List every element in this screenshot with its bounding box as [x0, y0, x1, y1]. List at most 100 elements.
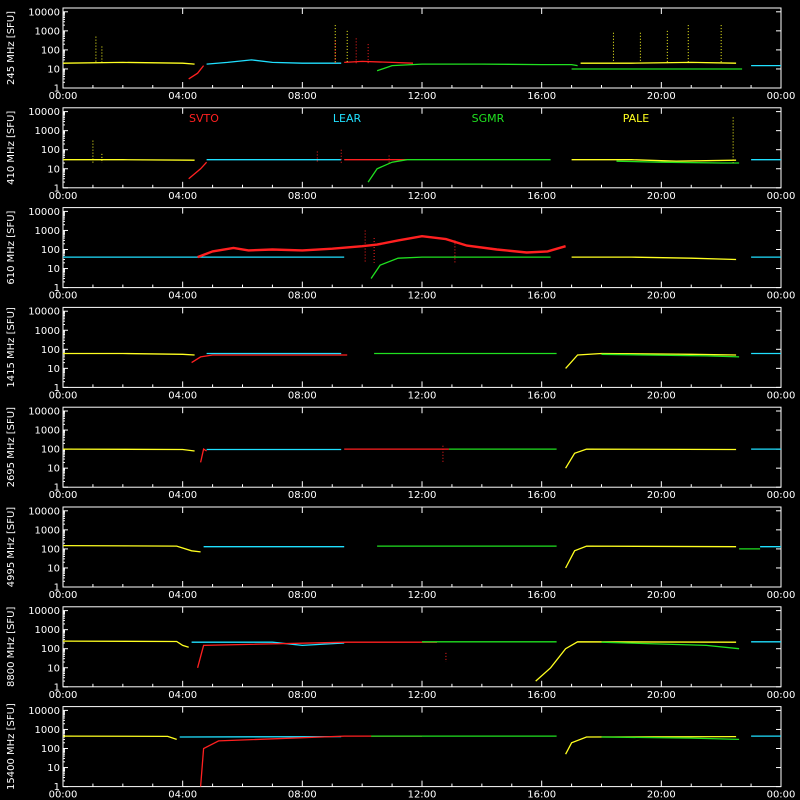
x-tick-label: 04:00 [168, 490, 197, 501]
series-line-sgmr [601, 641, 740, 650]
panel-frame [62, 107, 782, 189]
series-line-pale [565, 448, 737, 469]
y-tick-label: 100 [41, 345, 60, 356]
y-tick-label: 10 [47, 264, 60, 275]
y-tick-label: 1000 [35, 326, 60, 337]
x-tick-label: 08:00 [288, 690, 317, 701]
x-tick-label: 00:00 [49, 790, 78, 800]
panel-plot-area [63, 25, 781, 80]
panel-frame [62, 306, 782, 388]
y-tick-label: 1000 [35, 126, 60, 137]
y-tick-label: 1000 [35, 426, 60, 437]
x-tick-label: 04:00 [168, 590, 197, 601]
series-line-pale [571, 256, 737, 261]
panel-3: 1 10 100 1000 10000 00:00 04:00 08:00 12:00 16:00… [6, 207, 795, 302]
x-tick-label: 12:00 [408, 291, 437, 302]
x-tick-label: 20:00 [647, 191, 676, 202]
x-tick-label: 20:00 [647, 690, 676, 701]
series-line-svto [197, 234, 566, 259]
x-tick-label: 00:00 [767, 91, 796, 102]
x-tick-label: 12:00 [408, 590, 437, 601]
y-tick-label: 1000 [35, 525, 60, 536]
x-tick-label: 20:00 [647, 390, 676, 401]
x-tick-label: 12:00 [408, 191, 437, 202]
legend-label-svto: SVTO [189, 112, 219, 125]
legend-label-lear: LEAR [333, 112, 362, 125]
x-tick-label: 00:00 [767, 191, 796, 202]
x-tick-label: 00:00 [767, 790, 796, 800]
panel-8: 1 10 100 1000 10000 00:00 04:00 08:00 12:00 16:00… [6, 703, 795, 800]
series-line-sgmr [376, 63, 578, 72]
panel-frame [62, 207, 782, 289]
x-tick-label: 08:00 [288, 191, 317, 202]
series-line-sgmr [370, 256, 551, 279]
y-tick-label: 100 [41, 145, 60, 156]
series-line-pale [63, 735, 177, 741]
y-tick-label: 10000 [28, 606, 60, 617]
series-line-svto [344, 60, 414, 64]
panel-frame [62, 606, 782, 688]
y-tick-label: 10000 [28, 307, 60, 318]
x-tick-label: 16:00 [527, 191, 556, 202]
x-tick-label: 04:00 [168, 191, 197, 202]
x-tick-label: 20:00 [647, 790, 676, 800]
x-tick-label: 20:00 [647, 490, 676, 501]
y-tick-label: 10000 [28, 407, 60, 418]
x-tick-label: 00:00 [49, 390, 78, 401]
y-tick-label: 1 [54, 583, 60, 594]
y-tick-label: 10000 [28, 7, 60, 18]
series-line-pale [63, 640, 189, 648]
panel-5: 1 10 100 1000 10000 00:00 04:00 08:00 12:00 16:00… [6, 407, 795, 502]
y-tick-label: 10 [47, 464, 60, 475]
series-line-pale [63, 352, 195, 356]
y-tick-label: 10000 [28, 506, 60, 517]
legend-label-sgmr: SGMR [472, 112, 505, 125]
y-tick-label: 1000 [35, 226, 60, 237]
panel-frame [62, 706, 782, 788]
y-axis-label: 8800 MHz [SFU] [6, 606, 17, 687]
panel-plot-area [63, 230, 781, 279]
x-tick-label: 08:00 [288, 91, 317, 102]
series-line-pale [565, 545, 737, 569]
x-tick-label: 20:00 [647, 291, 676, 302]
y-tick-label: 1000 [35, 26, 60, 37]
x-tick-label: 00:00 [767, 490, 796, 501]
panel-1: 1 10 100 1000 10000 00:00 04:00 08:00 12:00 16:00… [6, 7, 795, 102]
x-tick-label: 16:00 [527, 490, 556, 501]
y-tick-label: 1 [54, 283, 60, 294]
x-tick-label: 12:00 [408, 790, 437, 800]
series-line-pale [63, 544, 201, 553]
y-tick-label: 10000 [28, 107, 60, 118]
x-tick-label: 04:00 [168, 291, 197, 302]
y-tick-label: 10000 [28, 706, 60, 717]
y-tick-label: 10 [47, 364, 60, 375]
x-tick-label: 16:00 [527, 91, 556, 102]
panel-frame [62, 406, 782, 488]
y-tick-label: 1 [54, 483, 60, 494]
x-tick-label: 00:00 [49, 490, 78, 501]
x-tick-label: 08:00 [288, 291, 317, 302]
panel-frame [62, 7, 782, 89]
series-line-pale [571, 159, 737, 162]
x-tick-label: 16:00 [527, 390, 556, 401]
y-axis-label: 4995 MHz [SFU] [6, 507, 17, 588]
x-tick-label: 04:00 [168, 790, 197, 800]
x-tick-label: 16:00 [527, 590, 556, 601]
y-tick-label: 10 [47, 763, 60, 774]
series-line-svto [199, 448, 207, 463]
x-tick-label: 00:00 [767, 291, 796, 302]
y-axis-label: 610 MHz [SFU] [6, 210, 17, 284]
y-tick-label: 10 [47, 663, 60, 674]
panel-plot-area [63, 640, 781, 682]
x-tick-label: 20:00 [647, 590, 676, 601]
x-tick-label: 04:00 [168, 390, 197, 401]
y-tick-label: 1 [54, 84, 60, 95]
y-axis-label: 15400 MHz [SFU] [6, 703, 17, 790]
y-tick-label: 100 [41, 245, 60, 256]
x-tick-label: 00:00 [49, 91, 78, 102]
x-tick-label: 08:00 [288, 790, 317, 800]
y-axis-label: 245 MHz [SFU] [6, 11, 17, 85]
x-tick-label: 16:00 [527, 790, 556, 800]
x-tick-label: 16:00 [527, 291, 556, 302]
